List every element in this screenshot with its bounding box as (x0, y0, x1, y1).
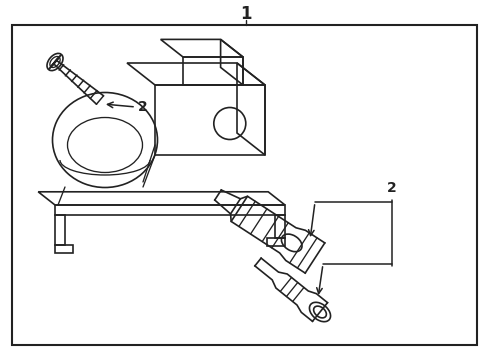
Text: 2: 2 (138, 100, 148, 114)
Text: 1: 1 (240, 5, 252, 23)
Text: 2: 2 (387, 181, 397, 195)
